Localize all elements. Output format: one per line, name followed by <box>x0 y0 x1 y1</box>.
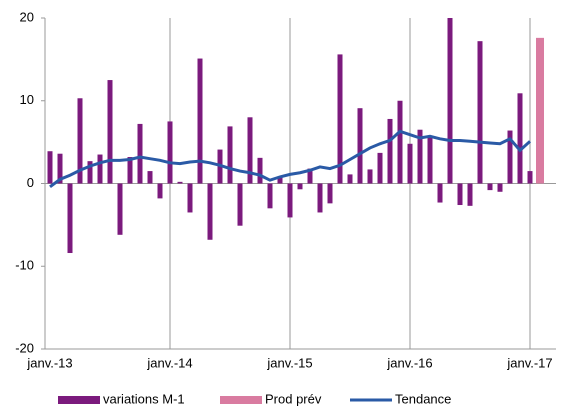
bar <box>517 93 523 184</box>
bar <box>477 41 483 184</box>
legend-swatch <box>220 396 262 404</box>
bar <box>467 183 473 206</box>
x-tick-label: janv.-15 <box>266 355 312 370</box>
bar <box>267 183 273 209</box>
bar <box>387 118 393 184</box>
x-tick-label: janv.-16 <box>386 355 432 370</box>
bar <box>77 98 83 184</box>
bar <box>287 183 293 218</box>
bar <box>277 176 283 184</box>
x-tick-label: janv.-14 <box>146 355 192 370</box>
x-tick-label: janv.-13 <box>26 355 72 370</box>
bar <box>527 171 533 184</box>
bar <box>97 154 103 184</box>
bar <box>497 183 503 192</box>
bar <box>257 157 263 184</box>
bar <box>207 183 213 240</box>
bar <box>536 37 544 184</box>
bar <box>507 130 513 184</box>
bar <box>47 151 53 184</box>
bar <box>457 183 463 206</box>
bar <box>237 183 243 226</box>
bar <box>297 183 303 190</box>
bar <box>197 58 203 184</box>
legend-label: variations M-1 <box>103 391 185 406</box>
bar <box>147 171 153 184</box>
bar <box>87 161 93 184</box>
bar <box>417 129 423 184</box>
bar <box>347 174 353 184</box>
bar <box>337 54 343 184</box>
bar <box>357 108 363 184</box>
bar <box>447 18 453 184</box>
bar <box>117 183 123 235</box>
y-tick-label: 20 <box>20 9 34 24</box>
x-tick-label: janv.-17 <box>506 355 552 370</box>
bar <box>307 168 313 184</box>
legend-label: Tendance <box>395 391 451 406</box>
bar <box>67 183 73 254</box>
legend-swatch <box>58 396 100 404</box>
bar <box>437 183 443 203</box>
bar <box>367 169 373 184</box>
bar <box>487 183 493 191</box>
y-tick-label: 0 <box>27 175 34 190</box>
bar <box>177 181 183 184</box>
bar <box>107 80 113 184</box>
bar <box>187 183 193 213</box>
bar <box>317 183 323 213</box>
bar <box>397 100 403 184</box>
bar <box>227 126 233 184</box>
y-tick-label: -10 <box>15 258 34 273</box>
bar <box>327 183 333 204</box>
y-tick-label: -20 <box>15 340 34 355</box>
bar <box>127 157 133 184</box>
trend-line <box>49 129 532 189</box>
bar <box>407 143 413 184</box>
bar <box>167 121 173 184</box>
y-tick-label: 10 <box>20 92 34 107</box>
bar <box>247 117 253 184</box>
bar <box>157 183 163 199</box>
legend-label: Prod prév <box>265 391 322 406</box>
bar <box>427 135 433 184</box>
bar <box>377 152 383 184</box>
bar <box>57 153 63 184</box>
bar <box>137 123 143 184</box>
